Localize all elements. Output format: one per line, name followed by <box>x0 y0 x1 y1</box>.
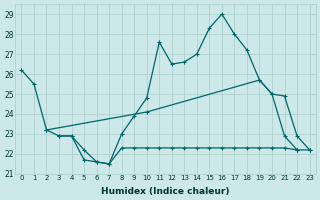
X-axis label: Humidex (Indice chaleur): Humidex (Indice chaleur) <box>101 187 230 196</box>
